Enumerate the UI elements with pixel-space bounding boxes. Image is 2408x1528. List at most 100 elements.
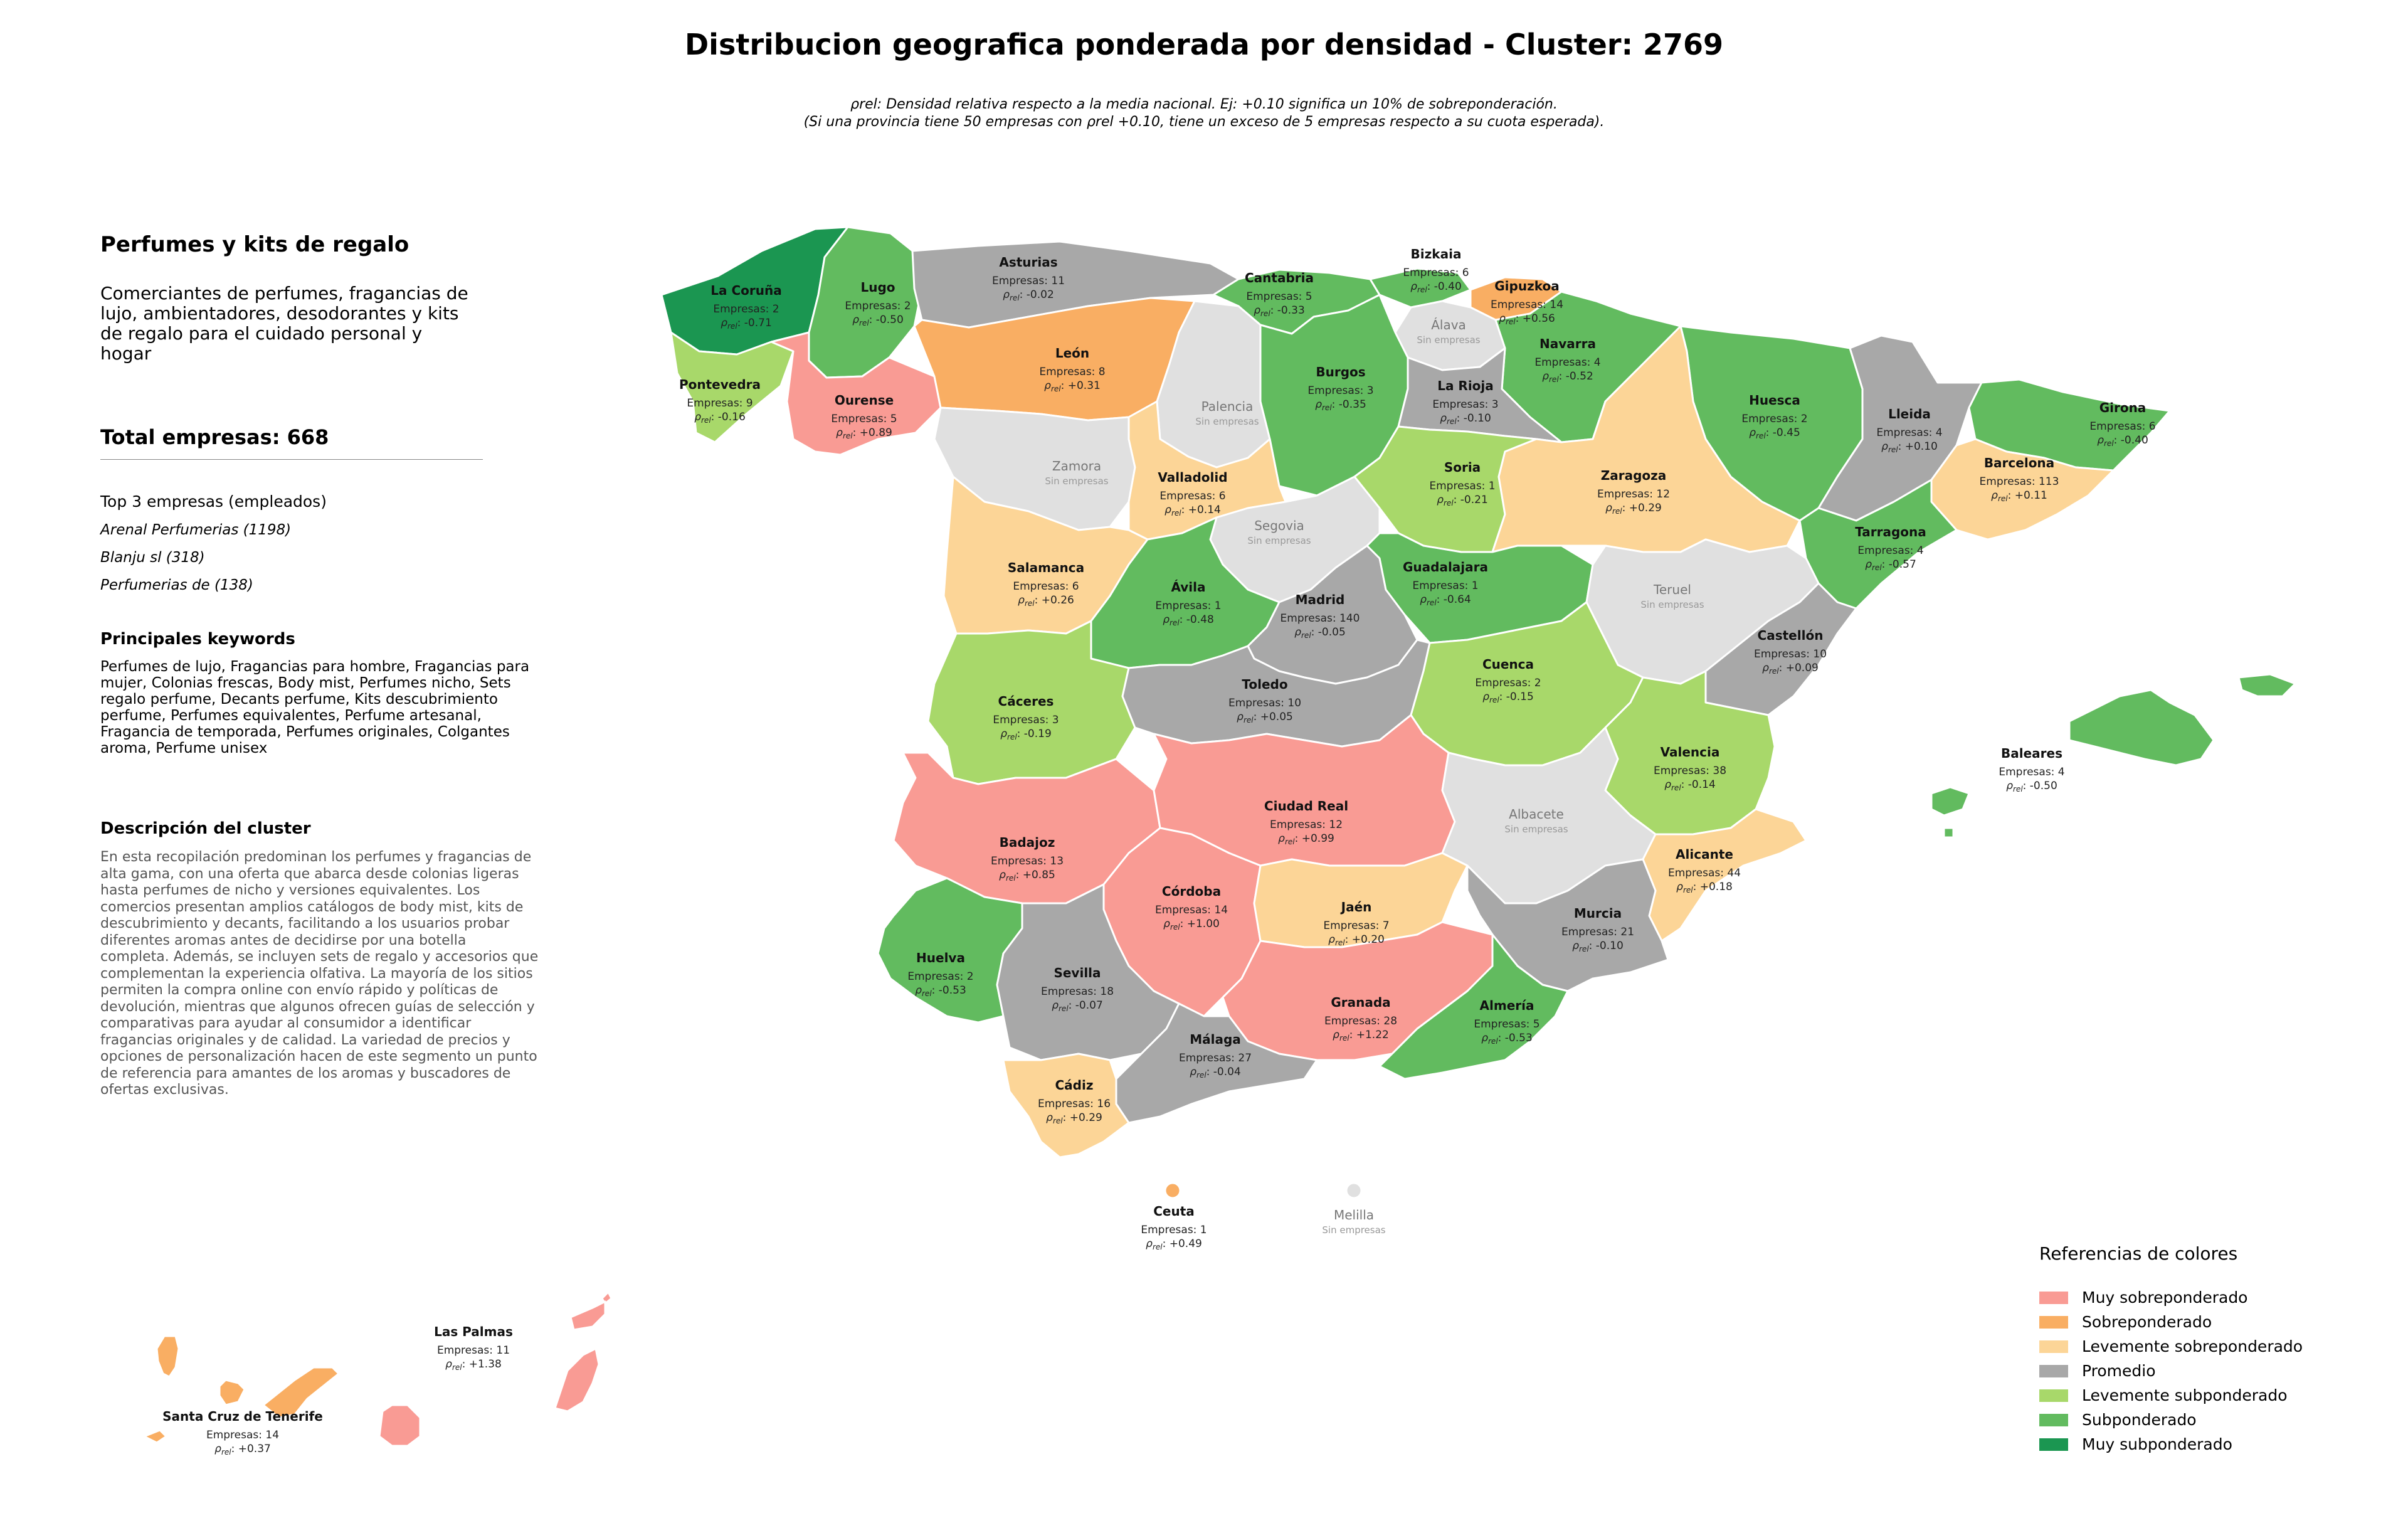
province-rho-lleida: ρrel: +0.10	[1881, 440, 1938, 454]
province-label-ceuta: Ceuta	[1153, 1204, 1195, 1219]
legend-label: Muy sobreponderado	[2082, 1288, 2248, 1307]
province-rho-sevilla: ρrel: -0.07	[1052, 999, 1103, 1013]
province-rho-huesca: ρrel: -0.45	[1749, 427, 1800, 440]
subtitle-line-1: ρrel: Densidad relativa respecto a la me…	[850, 97, 1558, 112]
province-rho-girona: ρrel: -0.40	[2097, 434, 2148, 448]
province-label-segovia: Segovia	[1254, 518, 1304, 533]
province-companies-ourense: Empresas: 5	[831, 413, 897, 425]
province-label-toledo: Toledo	[1242, 677, 1287, 692]
province-rho-valladolid: ρrel: +0.14	[1164, 504, 1221, 517]
province-rho-ourense: ρrel: +0.89	[836, 427, 892, 440]
province-companies-avila: Empresas: 1	[1155, 600, 1221, 612]
province-rho-soria: ρrel: -0.21	[1437, 494, 1488, 507]
legend-swatch	[2039, 1315, 2068, 1329]
chart-title: Distribucion geografica ponderada por de…	[685, 28, 1723, 61]
cluster-description-text: En esta recopilación predominan los perf…	[100, 849, 539, 1098]
province-label-jaen: Jaén	[1340, 899, 1372, 915]
province-rho-santa-cruz-de-tenerife: ρrel: +0.37	[214, 1443, 271, 1456]
province-pontevedra	[670, 331, 795, 443]
province-companies-cuenca: Empresas: 2	[1475, 677, 1541, 689]
province-rho-zaragoza: ρrel: +0.29	[1605, 502, 1662, 516]
province-companies-salamanca: Empresas: 6	[1013, 580, 1079, 593]
province-label-ciudad-real: Ciudad Real	[1264, 798, 1348, 814]
province-label-girona: Girona	[2099, 400, 2147, 415]
legend-title: Referencias de colores	[2039, 1243, 2238, 1264]
province-melilla	[1345, 1182, 1363, 1199]
top3-title: Top 3 empresas (empleados)	[100, 492, 327, 511]
province-label-palencia: Palencia	[1201, 399, 1254, 414]
province-companies-pontevedra: Empresas: 9	[687, 397, 752, 410]
legend-swatch	[2039, 1389, 2068, 1402]
legend-label: Sobreponderado	[2082, 1313, 2212, 1331]
province-label-cordoba: Córdoba	[1162, 884, 1221, 899]
province-companies-la-rioja: Empresas: 3	[1432, 398, 1498, 411]
province-companies-gipuzkoa: Empresas: 14	[1491, 299, 1563, 311]
province-murcia	[1466, 858, 1669, 992]
province-rho-badajoz: ρrel: +0.85	[999, 869, 1055, 883]
province-rho-cordoba: ρrel: +1.00	[1163, 918, 1220, 931]
subtitle-line-2: (Si una provincia tiene 50 empresas con …	[803, 114, 1605, 130]
province-companies-valencia: Empresas: 38	[1654, 765, 1726, 777]
province-label-caceres: Cáceres	[998, 694, 1054, 709]
province-label-burgos: Burgos	[1316, 364, 1365, 379]
province-rho-asturias: ρrel: -0.02	[1003, 289, 1054, 302]
province-rho-bizkaia: ρrel: -0.40	[1410, 280, 1462, 294]
province-companies-cadiz: Empresas: 16	[1038, 1098, 1111, 1110]
province-rho-las-palmas: ρrel: +1.38	[445, 1358, 502, 1372]
province-companies-toledo: Empresas: 10	[1228, 697, 1301, 709]
legend-item: Levemente subponderado	[2039, 1383, 2303, 1408]
legend-item: Sobreponderado	[2039, 1310, 2303, 1334]
province-label-cadiz: Cádiz	[1055, 1078, 1094, 1093]
province-rho-valencia: ρrel: -0.14	[1664, 778, 1716, 792]
province-label-albacete: Albacete	[1509, 807, 1564, 822]
province-label-gipuzkoa: Gipuzkoa	[1494, 279, 1559, 294]
province-rho-cuenca: ρrel: -0.15	[1482, 691, 1534, 704]
province-companies-jaen: Empresas: 7	[1323, 920, 1389, 932]
legend-swatch	[2039, 1413, 2068, 1426]
province-companies-asturias: Empresas: 11	[992, 275, 1065, 287]
province-rho-granada: ρrel: +1.22	[1333, 1029, 1389, 1043]
province-companies-barcelona: Empresas: 113	[1980, 475, 2059, 488]
keywords-title: Principales keywords	[100, 630, 295, 649]
province-label-avila: Ávila	[1171, 580, 1205, 595]
province-label-lleida: Lleida	[1888, 406, 1931, 422]
province-companies-cordoba: Empresas: 14	[1155, 904, 1228, 916]
province-bizkaia	[1369, 267, 1472, 309]
province-companies-granada: Empresas: 28	[1324, 1015, 1397, 1027]
top-company-2: Blanju sl (318)	[100, 549, 205, 566]
province-rho-huelva: ρrel: -0.53	[915, 984, 966, 998]
province-label-badajoz: Badajoz	[1000, 835, 1055, 850]
legend-swatch	[2039, 1364, 2068, 1377]
province-companies-las-palmas: Empresas: 11	[437, 1344, 510, 1357]
province-companies-santa-cruz-de-tenerife: Empresas: 14	[206, 1429, 279, 1441]
province-rho-la-coruna: ρrel: -0.71	[721, 317, 772, 331]
province-caceres	[927, 620, 1136, 785]
province-companies-ceuta: Empresas: 1	[1141, 1224, 1207, 1236]
province-rho-avila: ρrel: -0.48	[1163, 613, 1214, 627]
legend-item: Muy subponderado	[2039, 1432, 2303, 1456]
province-companies-ciudad-real: Empresas: 12	[1270, 819, 1343, 831]
legend-label: Subponderado	[2082, 1411, 2197, 1429]
province-companies-valladolid: Empresas: 6	[1159, 490, 1225, 502]
province-companies-bizkaia: Empresas: 6	[1403, 267, 1469, 279]
legend-swatch	[2039, 1340, 2068, 1353]
province-no-data-albacete: Sin empresas	[1504, 824, 1568, 835]
province-no-data-teruel: Sin empresas	[1640, 599, 1704, 610]
province-companies-zaragoza: Empresas: 12	[1597, 488, 1670, 501]
province-label-cuenca: Cuenca	[1482, 657, 1534, 672]
province-label-huelva: Huelva	[916, 950, 965, 965]
province-ceuta	[1164, 1182, 1181, 1199]
province-label-guadalajara: Guadalajara	[1403, 560, 1488, 575]
cluster-description-title: Descripción del cluster	[100, 819, 311, 838]
province-label-asturias: Asturias	[999, 255, 1057, 270]
province-label-santa-cruz-de-tenerife: Santa Cruz de Tenerife	[162, 1409, 323, 1424]
province-label-malaga: Málaga	[1190, 1032, 1241, 1047]
province-rho-lugo: ρrel: -0.50	[852, 314, 904, 327]
province-label-la-coruna: La Coruña	[710, 283, 781, 298]
province-label-huesca: Huesca	[1749, 393, 1800, 408]
province-no-data-melilla: Sin empresas	[1322, 1224, 1385, 1236]
province-rho-malaga: ρrel: -0.04	[1190, 1066, 1241, 1080]
total-companies: Total empresas: 668	[100, 425, 329, 449]
legend-item: Muy sobreponderado	[2039, 1285, 2303, 1310]
